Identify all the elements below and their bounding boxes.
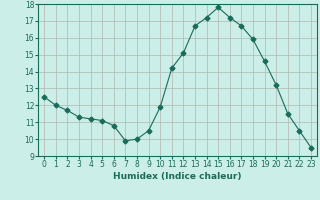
X-axis label: Humidex (Indice chaleur): Humidex (Indice chaleur) <box>113 172 242 181</box>
